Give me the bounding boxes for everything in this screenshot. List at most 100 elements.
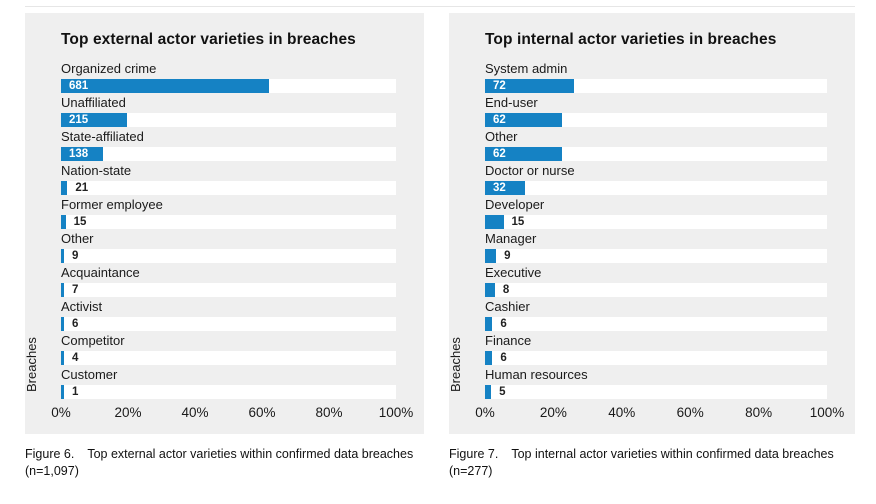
bar bbox=[61, 351, 64, 365]
sample-size-label: (n=277) bbox=[449, 464, 493, 478]
x-tick-label: 0% bbox=[51, 405, 71, 420]
bar-track: 138 bbox=[61, 147, 396, 161]
figure-caption-text: Top internal actor varieties within conf… bbox=[511, 447, 834, 461]
x-tick-label: 100% bbox=[809, 405, 845, 420]
bar-row: Developer 15 bbox=[485, 197, 827, 229]
value-label: 6 bbox=[72, 318, 79, 330]
bar bbox=[485, 249, 497, 263]
chart-title: Top external actor varieties in breaches bbox=[61, 31, 356, 48]
category-label: Acquaintance bbox=[61, 265, 140, 280]
internal-actors-chart-panel: Top internal actor varieties in breaches… bbox=[448, 13, 855, 434]
category-label: Human resources bbox=[485, 367, 588, 382]
x-tick-label: 60% bbox=[676, 405, 704, 420]
value-label: 681 bbox=[69, 80, 89, 92]
value-label: 215 bbox=[69, 114, 89, 126]
bar bbox=[61, 215, 66, 229]
bar-row: Cashier 6 bbox=[485, 299, 827, 331]
x-tick-label: 20% bbox=[114, 405, 142, 420]
value-label: 7 bbox=[72, 284, 79, 296]
bar-row: Organized crime 681 bbox=[61, 61, 396, 93]
bar-track: 681 bbox=[61, 79, 396, 93]
bar bbox=[485, 283, 495, 297]
chart-title: Top internal actor varieties in breaches bbox=[485, 31, 777, 48]
bar-row: Finance 6 bbox=[485, 333, 827, 365]
bar: 62 bbox=[485, 113, 562, 127]
figure-number: Figure 6. bbox=[25, 447, 75, 461]
value-label: 138 bbox=[69, 148, 89, 160]
value-label: 6 bbox=[500, 352, 507, 364]
external-actors-chart-panel: Top external actor varieties in breaches… bbox=[24, 13, 424, 434]
value-label: 6 bbox=[500, 318, 507, 330]
bar-track: 8 bbox=[485, 283, 827, 297]
x-tick-label: 0% bbox=[475, 405, 495, 420]
y-axis-label: Breaches bbox=[24, 337, 39, 392]
category-label: Developer bbox=[485, 197, 545, 212]
figure-number: Figure 7. bbox=[449, 447, 499, 461]
bar-row: Acquaintance 7 bbox=[61, 265, 396, 297]
bar-track: 7 bbox=[61, 283, 396, 297]
bar bbox=[61, 181, 68, 195]
x-tick-label: 40% bbox=[608, 405, 636, 420]
category-label: Executive bbox=[485, 265, 542, 280]
x-tick-label: 80% bbox=[745, 405, 773, 420]
bar-row: Other 9 bbox=[61, 231, 396, 263]
bar-row: Human resources 5 bbox=[485, 367, 827, 399]
value-label: 21 bbox=[75, 182, 89, 194]
bar-rows: System admin 72 End-user 62 Other 62 Doctor or… bbox=[485, 61, 827, 399]
bar bbox=[485, 385, 492, 399]
bar-track: 9 bbox=[61, 249, 396, 263]
category-label: Activist bbox=[61, 299, 103, 314]
bar bbox=[485, 351, 493, 365]
bar-row: Activist 6 bbox=[61, 299, 396, 331]
x-tick-label: 60% bbox=[248, 405, 276, 420]
bar-track: 15 bbox=[485, 215, 827, 229]
figure-caption: Figure 6. Top external actor varieties wi… bbox=[25, 446, 424, 463]
bar bbox=[61, 385, 64, 399]
value-label: 1 bbox=[72, 386, 79, 398]
category-label: Other bbox=[61, 231, 94, 246]
value-label: 72 bbox=[493, 80, 506, 92]
bar-track: 62 bbox=[485, 113, 827, 127]
value-label: 8 bbox=[502, 284, 510, 296]
value-label: 9 bbox=[504, 250, 511, 262]
bar-track: 215 bbox=[61, 113, 396, 127]
y-axis-label: Breaches bbox=[448, 337, 463, 392]
bar-track: 4 bbox=[61, 351, 396, 365]
bar-row: End-user 62 bbox=[485, 95, 827, 127]
bar-track: 32 bbox=[485, 181, 827, 195]
x-tick-label: 40% bbox=[181, 405, 209, 420]
bar-row: System admin 72 bbox=[485, 61, 827, 93]
bar-track: 6 bbox=[61, 317, 396, 331]
x-tick-label: 100% bbox=[378, 405, 414, 420]
bar: 681 bbox=[61, 79, 269, 93]
category-label: Other bbox=[485, 129, 518, 144]
bar-row: Manager 9 bbox=[485, 231, 827, 263]
external-actors-figure: Top external actor varieties in breaches… bbox=[24, 13, 424, 480]
bar: 72 bbox=[485, 79, 574, 93]
value-label: 15 bbox=[511, 216, 525, 228]
bar-row: Competitor 4 bbox=[61, 333, 396, 365]
category-label: Cashier bbox=[485, 299, 530, 314]
figure-caption-text: Top external actor varieties within conf… bbox=[87, 447, 414, 461]
category-label: Finance bbox=[485, 333, 532, 348]
bar-row: Other 62 bbox=[485, 129, 827, 161]
bar: 62 bbox=[485, 147, 562, 161]
bar-track: 62 bbox=[485, 147, 827, 161]
bar-track: 9 bbox=[485, 249, 827, 263]
value-label: 4 bbox=[72, 352, 79, 364]
bar-row: State-affiliated 138 bbox=[61, 129, 396, 161]
value-label: 62 bbox=[493, 114, 506, 126]
bar: 138 bbox=[61, 147, 104, 161]
category-label: Manager bbox=[485, 231, 537, 246]
x-tick-label: 80% bbox=[315, 405, 343, 420]
bar-track: 72 bbox=[485, 79, 827, 93]
bar-row: Former employee 15 bbox=[61, 197, 396, 229]
bar-rows: Organized crime 681 Unaffiliated 215 State-a… bbox=[61, 61, 396, 399]
value-label: 5 bbox=[499, 386, 506, 398]
value-label: 62 bbox=[493, 148, 506, 160]
value-label: 32 bbox=[493, 182, 506, 194]
value-label: 15 bbox=[73, 216, 87, 228]
bar bbox=[61, 317, 64, 331]
bar bbox=[61, 283, 64, 297]
category-label: Doctor or nurse bbox=[485, 163, 575, 178]
